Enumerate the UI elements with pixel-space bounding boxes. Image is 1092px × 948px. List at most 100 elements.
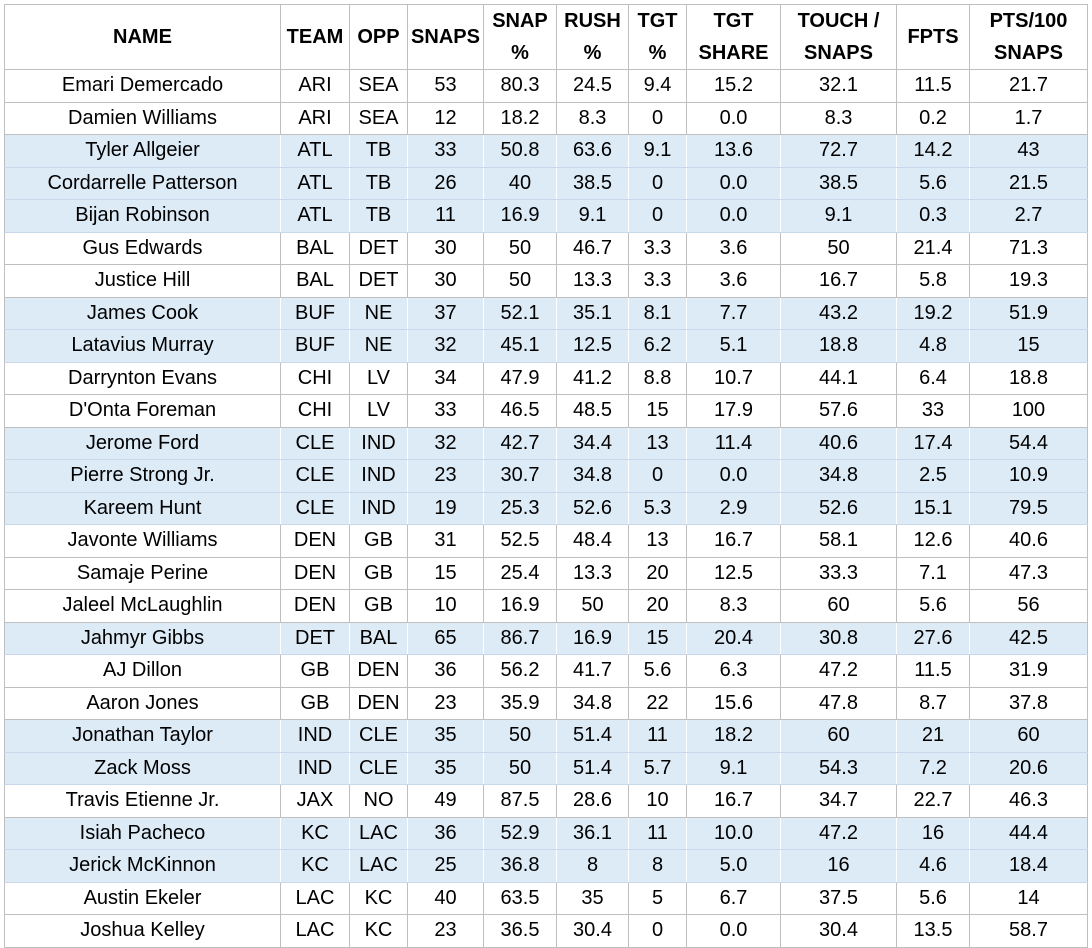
cell-pts-per-100-snaps: 1.7 [969,101,1088,135]
cell-rush-pct: 52.6 [556,491,629,525]
cell-tgt-pct: 13 [628,426,687,460]
cell-name: Jonathan Taylor [4,719,281,753]
cell-tgt-pct: 20 [628,556,687,590]
cell-opp: IND [349,459,408,493]
cell-snaps: 35 [407,751,484,785]
table-row: Justice Hill BAL DET 30 50 13.3 3.3 3.6 16.7 5.8 1… [4,264,1088,298]
cell-opp: NE [349,329,408,363]
cell-fpts: 8.7 [896,686,970,720]
cell-tgt-share: 0.0 [686,459,781,493]
cell-snaps: 36 [407,816,484,850]
cell-fpts: 0.3 [896,199,970,233]
cell-touch-per-snaps: 34.7 [780,784,897,818]
cell-touch-per-snaps: 57.6 [780,394,897,428]
cell-name: Jaleel McLaughlin [4,589,281,623]
table-row: Cordarrelle Patterson ATL TB 26 40 38.5 0 0.0 38… [4,166,1088,200]
cell-opp: IND [349,426,408,460]
cell-snap-pct: 16.9 [483,199,557,233]
cell-fpts: 13.5 [896,914,970,948]
cell-fpts: 15.1 [896,491,970,525]
cell-tgt-pct: 0 [628,914,687,948]
cell-snap-pct: 56.2 [483,654,557,688]
cell-snaps: 26 [407,166,484,200]
table-row: Isiah Pacheco KC LAC 36 52.9 36.1 11 10.0 47.2 16… [4,816,1088,850]
cell-team: BAL [280,231,350,265]
cell-name: Zack Moss [4,751,281,785]
table-body: Emari Demercado ARI SEA 53 80.3 24.5 9.4 15.2 32… [4,69,1088,948]
cell-pts-per-100-snaps: 10.9 [969,459,1088,493]
cell-fpts: 0.2 [896,101,970,135]
cell-team: CHI [280,361,350,395]
cell-tgt-share: 6.3 [686,654,781,688]
cell-pts-per-100-snaps: 46.3 [969,784,1088,818]
cell-opp: NE [349,296,408,330]
cell-tgt-pct: 6.2 [628,329,687,363]
cell-name: Isiah Pacheco [4,816,281,850]
cell-pts-per-100-snaps: 37.8 [969,686,1088,720]
cell-pts-per-100-snaps: 54.4 [969,426,1088,460]
table-row: AJ Dillon GB DEN 36 56.2 41.7 5.6 6.3 47.2 11.5 31… [4,654,1088,688]
cell-fpts: 4.6 [896,849,970,883]
cell-tgt-share: 5.0 [686,849,781,883]
column-header-pts-per-100-snaps: PTS/100 SNAPS [969,4,1088,70]
cell-pts-per-100-snaps: 15 [969,329,1088,363]
cell-touch-per-snaps: 8.3 [780,101,897,135]
table-row: Pierre Strong Jr. CLE IND 23 30.7 34.8 0 0.0 34.… [4,459,1088,493]
cell-tgt-share: 18.2 [686,719,781,753]
column-header-snap-pct: SNAP % [483,4,557,70]
cell-snaps: 36 [407,654,484,688]
cell-rush-pct: 12.5 [556,329,629,363]
cell-tgt-pct: 13 [628,524,687,558]
cell-tgt-pct: 20 [628,589,687,623]
cell-tgt-share: 7.7 [686,296,781,330]
cell-pts-per-100-snaps: 44.4 [969,816,1088,850]
cell-tgt-share: 0.0 [686,199,781,233]
cell-snap-pct: 36.8 [483,849,557,883]
cell-rush-pct: 8.3 [556,101,629,135]
cell-rush-pct: 35.1 [556,296,629,330]
cell-tgt-pct: 5.7 [628,751,687,785]
cell-rush-pct: 13.3 [556,556,629,590]
cell-opp: NO [349,784,408,818]
cell-snaps: 34 [407,361,484,395]
cell-touch-per-snaps: 58.1 [780,524,897,558]
table-row: James Cook BUF NE 37 52.1 35.1 8.1 7.7 43.2 19.2 5… [4,296,1088,330]
table-row: D'Onta Foreman CHI LV 33 46.5 48.5 15 17.9 57.6 3… [4,394,1088,428]
cell-fpts: 21.4 [896,231,970,265]
cell-touch-per-snaps: 9.1 [780,199,897,233]
cell-snaps: 30 [407,231,484,265]
cell-tgt-share: 0.0 [686,101,781,135]
cell-team: ATL [280,199,350,233]
cell-tgt-pct: 5.3 [628,491,687,525]
cell-touch-per-snaps: 60 [780,719,897,753]
cell-touch-per-snaps: 60 [780,589,897,623]
cell-snaps: 49 [407,784,484,818]
cell-name: Darrynton Evans [4,361,281,395]
cell-snap-pct: 50 [483,264,557,298]
cell-tgt-share: 10.7 [686,361,781,395]
cell-pts-per-100-snaps: 21.7 [969,69,1088,103]
cell-name: Jerome Ford [4,426,281,460]
cell-pts-per-100-snaps: 18.4 [969,849,1088,883]
cell-snaps: 32 [407,426,484,460]
rb-snap-stats-table: NAME TEAM OPP SNAPS SNAP % RUSH % TGT % TGT SHA… [4,4,1088,948]
cell-opp: DET [349,231,408,265]
cell-snap-pct: 46.5 [483,394,557,428]
cell-fpts: 5.8 [896,264,970,298]
table-row: Kareem Hunt CLE IND 19 25.3 52.6 5.3 2.9 52.6 15.… [4,491,1088,525]
table-row: Samaje Perine DEN GB 15 25.4 13.3 20 12.5 33.3 7.… [4,556,1088,590]
cell-rush-pct: 34.8 [556,459,629,493]
cell-snap-pct: 42.7 [483,426,557,460]
cell-touch-per-snaps: 47.2 [780,816,897,850]
cell-touch-per-snaps: 52.6 [780,491,897,525]
cell-name: Cordarrelle Patterson [4,166,281,200]
cell-team: CLE [280,491,350,525]
cell-snaps: 33 [407,394,484,428]
cell-snaps: 31 [407,524,484,558]
column-header-tgt-share: TGT SHARE [686,4,781,70]
cell-opp: TB [349,199,408,233]
table-row: Javonte Williams DEN GB 31 52.5 48.4 13 16.7 58.… [4,524,1088,558]
cell-touch-per-snaps: 16 [780,849,897,883]
cell-opp: LV [349,394,408,428]
cell-rush-pct: 48.5 [556,394,629,428]
